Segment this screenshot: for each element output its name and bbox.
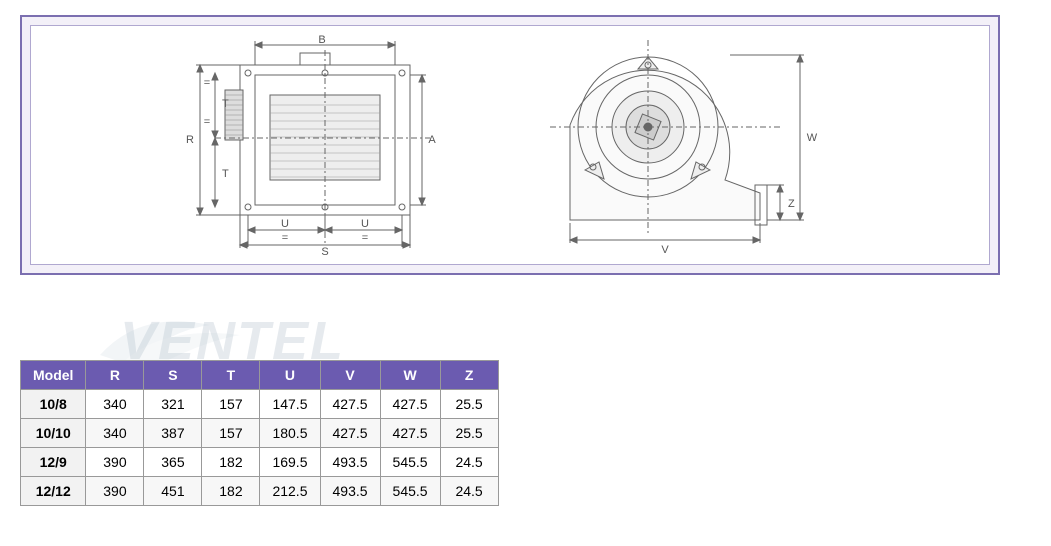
dim-T-lower-label: T — [222, 168, 229, 180]
cell: 390 — [86, 448, 144, 477]
dim-R-label: R — [186, 134, 194, 146]
dim-U-left-label: U — [281, 218, 289, 230]
cell-model: 12/9 — [21, 448, 86, 477]
col-R: R — [86, 361, 144, 390]
front-view-svg: B A R T T = = U U = = S — [170, 35, 470, 255]
eq-label: = — [282, 232, 288, 244]
dim-U-right-label: U — [361, 218, 369, 230]
dim-T-upper-label: T — [222, 98, 229, 110]
table-row: 10/10 340 387 157 180.5 427.5 427.5 25.5 — [21, 419, 499, 448]
table-header-row: Model R S T U V W Z — [21, 361, 499, 390]
col-T: T — [202, 361, 260, 390]
cell: 157 — [202, 419, 260, 448]
cell: 427.5 — [380, 419, 440, 448]
cell: 157 — [202, 390, 260, 419]
cell: 321 — [144, 390, 202, 419]
front-view-drawing: B A R T T = = U U = = S — [170, 35, 470, 255]
cell: 493.5 — [320, 477, 380, 506]
dim-W-label: W — [807, 132, 818, 144]
dim-S-label: S — [321, 246, 328, 255]
cell: 451 — [144, 477, 202, 506]
cell: 427.5 — [380, 390, 440, 419]
dim-A-label: A — [428, 134, 436, 146]
table-row: 12/9 390 365 182 169.5 493.5 545.5 24.5 — [21, 448, 499, 477]
cell: 545.5 — [380, 477, 440, 506]
dim-B-label: B — [318, 35, 325, 46]
col-W: W — [380, 361, 440, 390]
cell: 427.5 — [320, 390, 380, 419]
diagram-inner: B A R T T = = U U = = S — [30, 25, 990, 265]
side-view-svg: V W Z — [530, 35, 850, 255]
side-view-drawing: V W Z — [530, 35, 850, 255]
cell: 182 — [202, 448, 260, 477]
col-Z: Z — [440, 361, 498, 390]
col-model: Model — [21, 361, 86, 390]
cell: 340 — [86, 390, 144, 419]
diagram-frame: B A R T T = = U U = = S — [20, 15, 1000, 275]
cell: 24.5 — [440, 477, 498, 506]
cell: 25.5 — [440, 390, 498, 419]
table-row: 10/8 340 321 157 147.5 427.5 427.5 25.5 — [21, 390, 499, 419]
cell-model: 10/8 — [21, 390, 86, 419]
eq-label: = — [362, 232, 368, 244]
cell: 545.5 — [380, 448, 440, 477]
eq-label: = — [204, 116, 210, 128]
table-body: 10/8 340 321 157 147.5 427.5 427.5 25.5 … — [21, 390, 499, 506]
cell: 25.5 — [440, 419, 498, 448]
cell: 212.5 — [260, 477, 320, 506]
dimensions-table: Model R S T U V W Z 10/8 340 321 157 147… — [20, 360, 499, 506]
cell: 147.5 — [260, 390, 320, 419]
cell: 182 — [202, 477, 260, 506]
cell: 180.5 — [260, 419, 320, 448]
cell-model: 12/12 — [21, 477, 86, 506]
dim-Z-label: Z — [788, 198, 795, 210]
col-U: U — [260, 361, 320, 390]
cell: 493.5 — [320, 448, 380, 477]
cell: 427.5 — [320, 419, 380, 448]
cell: 340 — [86, 419, 144, 448]
cell: 390 — [86, 477, 144, 506]
cell: 169.5 — [260, 448, 320, 477]
cell-model: 10/10 — [21, 419, 86, 448]
cell: 387 — [144, 419, 202, 448]
col-V: V — [320, 361, 380, 390]
table-row: 12/12 390 451 182 212.5 493.5 545.5 24.5 — [21, 477, 499, 506]
cell: 365 — [144, 448, 202, 477]
cell: 24.5 — [440, 448, 498, 477]
dim-V-label: V — [661, 244, 669, 255]
eq-label: = — [204, 77, 210, 89]
col-S: S — [144, 361, 202, 390]
